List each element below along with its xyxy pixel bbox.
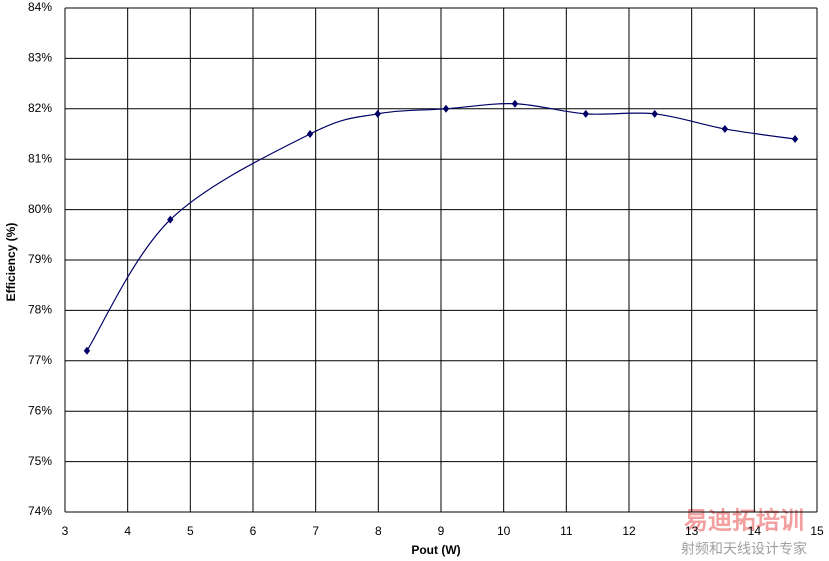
x-tick-label: 9 bbox=[438, 524, 445, 538]
y-tick-label: 76% bbox=[28, 403, 52, 417]
y-tick-label: 80% bbox=[28, 202, 52, 216]
x-tick-label: 4 bbox=[124, 524, 131, 538]
x-tick-label: 13 bbox=[685, 524, 699, 538]
data-point bbox=[651, 109, 658, 118]
data-point bbox=[83, 346, 91, 355]
x-tick-label: 15 bbox=[810, 524, 824, 538]
x-tick-label: 11 bbox=[560, 524, 573, 538]
y-tick-label: 84% bbox=[28, 0, 52, 14]
x-tick-label: 10 bbox=[497, 524, 511, 538]
watermark: 射频和天线设计专家 bbox=[681, 541, 807, 557]
y-tick-label: 83% bbox=[28, 51, 52, 65]
x-tick-label: 12 bbox=[622, 524, 636, 538]
y-tick-label: 81% bbox=[28, 151, 52, 165]
y-tick-label: 82% bbox=[28, 101, 52, 115]
y-axis-title: Efficiency (%) bbox=[4, 223, 18, 302]
data-point bbox=[442, 104, 450, 113]
y-tick-label: 77% bbox=[28, 353, 52, 367]
data-point bbox=[306, 130, 314, 138]
x-tick-label: 5 bbox=[187, 524, 194, 538]
data-point bbox=[511, 99, 519, 108]
y-tick-label: 79% bbox=[28, 252, 52, 266]
x-tick-label: 7 bbox=[312, 524, 319, 538]
y-tick-label: 74% bbox=[28, 504, 52, 518]
watermark: 易迪拓培训 bbox=[684, 506, 804, 534]
x-axis-title: Pout (W) bbox=[411, 543, 460, 557]
data-point bbox=[167, 215, 174, 224]
data-point bbox=[374, 109, 381, 118]
x-tick-label: 8 bbox=[375, 524, 382, 538]
x-tick-label: 6 bbox=[250, 524, 257, 538]
x-tick-label: 3 bbox=[62, 524, 69, 538]
x-tick-label: 14 bbox=[748, 524, 762, 538]
y-tick-label: 78% bbox=[28, 303, 52, 317]
series-line bbox=[86, 103, 796, 352]
y-tick-label: 75% bbox=[28, 454, 52, 468]
data-point bbox=[582, 109, 589, 118]
data-point bbox=[791, 135, 799, 144]
data-point bbox=[721, 124, 729, 133]
